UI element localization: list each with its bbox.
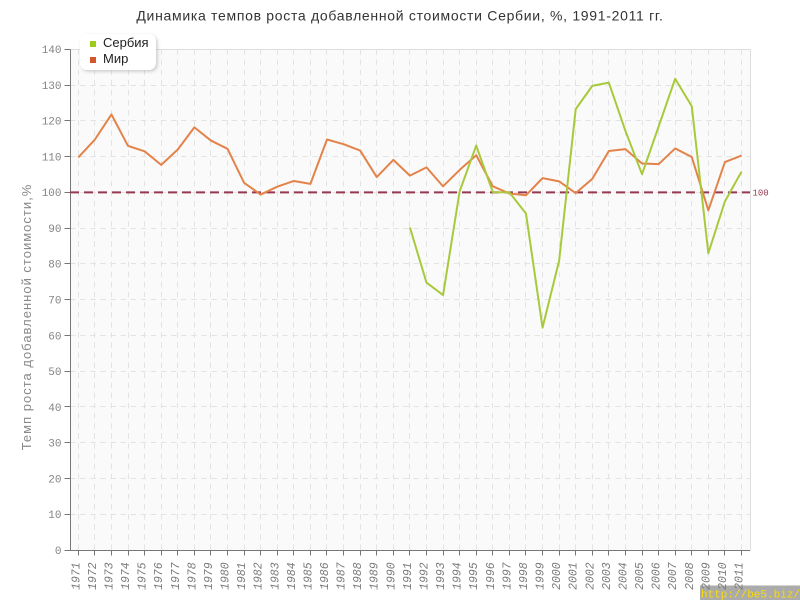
svg-text:1983: 1983 — [269, 562, 282, 590]
svg-text:2004: 2004 — [617, 562, 630, 590]
svg-text:1999: 1999 — [535, 562, 548, 590]
svg-text:100: 100 — [42, 188, 62, 200]
svg-text:2011: 2011 — [734, 562, 747, 590]
svg-text:1974: 1974 — [120, 562, 133, 590]
svg-text:2002: 2002 — [584, 562, 597, 590]
svg-text:90: 90 — [48, 224, 61, 236]
svg-text:1982: 1982 — [253, 562, 266, 590]
svg-text:60: 60 — [48, 331, 61, 343]
svg-text:1990: 1990 — [385, 562, 398, 590]
svg-text:1993: 1993 — [435, 562, 448, 590]
svg-text:1991: 1991 — [402, 562, 415, 590]
svg-text:1987: 1987 — [336, 562, 349, 590]
svg-text:2010: 2010 — [717, 562, 730, 590]
svg-text:1995: 1995 — [468, 562, 481, 590]
svg-text:1998: 1998 — [518, 562, 531, 590]
svg-text:2003: 2003 — [601, 562, 614, 590]
svg-text:2007: 2007 — [667, 562, 680, 590]
svg-text:1973: 1973 — [103, 562, 116, 590]
svg-text:120: 120 — [42, 117, 62, 129]
svg-text:1984: 1984 — [286, 562, 299, 590]
svg-text:1971: 1971 — [70, 562, 83, 590]
svg-text:80: 80 — [48, 260, 61, 272]
svg-text:1978: 1978 — [186, 562, 199, 590]
svg-text:110: 110 — [42, 152, 62, 164]
svg-text:140: 140 — [42, 45, 62, 57]
svg-text:1989: 1989 — [369, 562, 382, 590]
svg-text:100: 100 — [753, 188, 769, 198]
svg-text:0: 0 — [55, 546, 62, 558]
svg-text:2000: 2000 — [551, 562, 564, 590]
svg-text:130: 130 — [42, 81, 62, 93]
svg-text:2006: 2006 — [651, 562, 664, 590]
svg-text:Сербия: Сербия — [103, 35, 149, 50]
svg-text:2005: 2005 — [634, 562, 647, 590]
svg-text:10: 10 — [48, 510, 61, 522]
svg-text:2001: 2001 — [568, 562, 581, 590]
svg-text:1979: 1979 — [203, 562, 216, 590]
svg-text:1988: 1988 — [352, 562, 365, 590]
svg-text:1981: 1981 — [236, 562, 249, 590]
svg-text:1972: 1972 — [87, 562, 100, 590]
svg-text:Мир: Мир — [103, 51, 128, 66]
svg-text:1992: 1992 — [418, 562, 431, 590]
svg-text:2008: 2008 — [684, 562, 697, 590]
svg-text:50: 50 — [48, 367, 61, 379]
svg-text:Темп роста добавленной стоимос: Темп роста добавленной стоимости,% — [19, 184, 34, 451]
svg-text:20: 20 — [48, 474, 61, 486]
svg-text:1996: 1996 — [485, 562, 498, 590]
svg-text:1997: 1997 — [501, 562, 514, 590]
svg-text:1976: 1976 — [153, 562, 166, 590]
svg-text:http://be5.biz/: http://be5.biz/ — [701, 590, 800, 600]
svg-text:1977: 1977 — [170, 562, 183, 590]
svg-text:Динамика темпов роста добавлен: Динамика темпов роста добавленной стоимо… — [136, 8, 663, 24]
svg-text:1985: 1985 — [302, 562, 315, 590]
svg-text:1994: 1994 — [452, 562, 465, 590]
svg-text:70: 70 — [48, 296, 61, 308]
svg-text:30: 30 — [48, 439, 61, 451]
svg-text:1975: 1975 — [137, 562, 150, 590]
svg-text:1980: 1980 — [220, 562, 233, 590]
svg-text:2009: 2009 — [700, 562, 713, 590]
svg-text:1986: 1986 — [319, 562, 332, 590]
svg-text:40: 40 — [48, 403, 61, 415]
